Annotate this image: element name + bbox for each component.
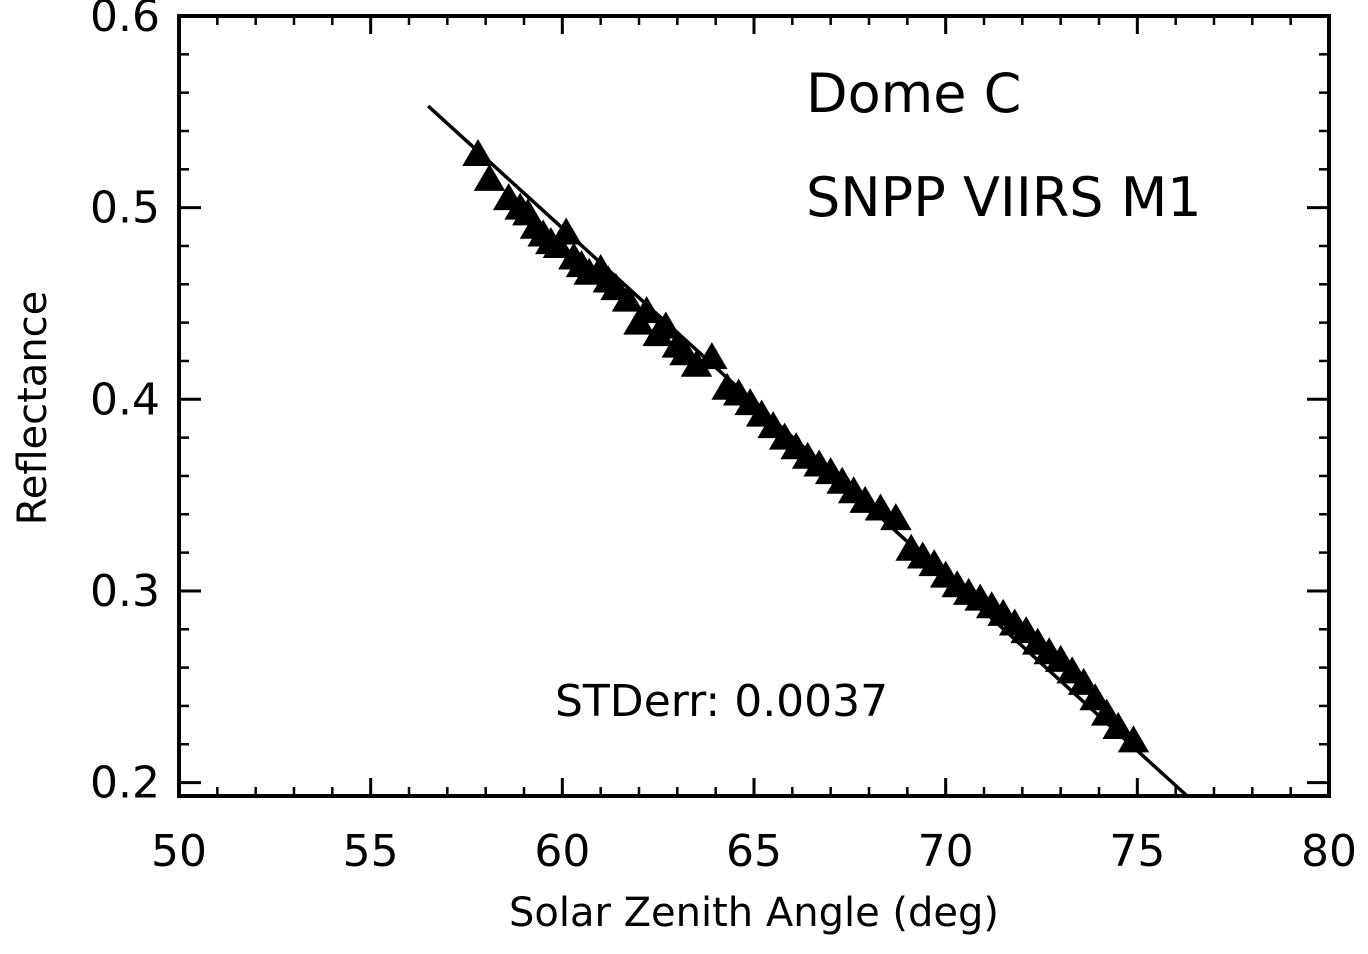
- x-tick-label: 65: [726, 826, 782, 877]
- data-point-triangle: [849, 485, 881, 513]
- data-point-triangle: [696, 342, 728, 370]
- data-point-triangle: [680, 349, 713, 377]
- y-axis-tick-labels: 0.2 0.3 0.4 0.5 0.6: [90, 0, 160, 809]
- y-tick-label: 0.6: [90, 0, 160, 42]
- x-tick-label: 75: [1109, 826, 1165, 877]
- data-point-triangle: [864, 493, 897, 521]
- data-point-triangle: [1067, 667, 1100, 695]
- y-tick-label: 0.4: [90, 374, 160, 425]
- data-point-triangle: [650, 311, 682, 339]
- data-point-triangle: [1117, 725, 1150, 753]
- x-tick-label: 50: [151, 826, 207, 877]
- data-point-triangle: [1079, 683, 1111, 711]
- y-tick-label: 0.5: [90, 183, 160, 234]
- data-point-triangle: [550, 217, 582, 245]
- sensor-annotation: SNPP VIIRS M1: [806, 166, 1202, 229]
- data-point-triangle: [473, 163, 506, 191]
- data-point-triangle: [462, 138, 494, 166]
- data-point-triangle: [630, 296, 663, 324]
- data-point-triangle: [1102, 712, 1134, 740]
- y-tick-label: 0.3: [90, 566, 160, 617]
- y-axis-title: Reflectance: [10, 291, 56, 526]
- x-tick-label: 70: [918, 826, 974, 877]
- y-tick-label: 0.2: [90, 758, 160, 809]
- x-tick-label: 60: [534, 826, 590, 877]
- data-point-triangle: [880, 503, 912, 531]
- x-axis-title: Solar Zenith Angle (deg): [509, 890, 999, 936]
- data-points: [462, 138, 1150, 753]
- axis-ticks: [177, 14, 1331, 796]
- data-point-triangle: [611, 284, 644, 312]
- x-tick-label: 80: [1301, 826, 1357, 877]
- x-axis-tick-labels: 50 55 60 65 70 75 80: [151, 826, 1357, 877]
- x-tick-label: 55: [343, 826, 399, 877]
- site-annotation: Dome C: [806, 62, 1021, 125]
- stderr-annotation: STDerr: 0.0037: [555, 676, 888, 727]
